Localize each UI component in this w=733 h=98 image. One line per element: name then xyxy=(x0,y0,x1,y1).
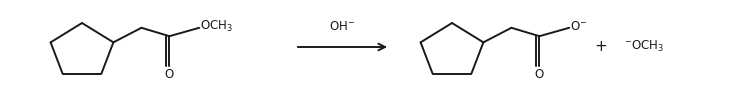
Text: O: O xyxy=(535,68,544,81)
Text: O$^{-}$: O$^{-}$ xyxy=(570,20,588,33)
Text: OH$^{-}$: OH$^{-}$ xyxy=(329,20,356,33)
Text: $^{-}$OCH$_3$: $^{-}$OCH$_3$ xyxy=(624,38,664,54)
Text: OCH$_3$: OCH$_3$ xyxy=(200,19,233,34)
Text: O: O xyxy=(165,68,174,81)
Text: +: + xyxy=(594,39,608,54)
